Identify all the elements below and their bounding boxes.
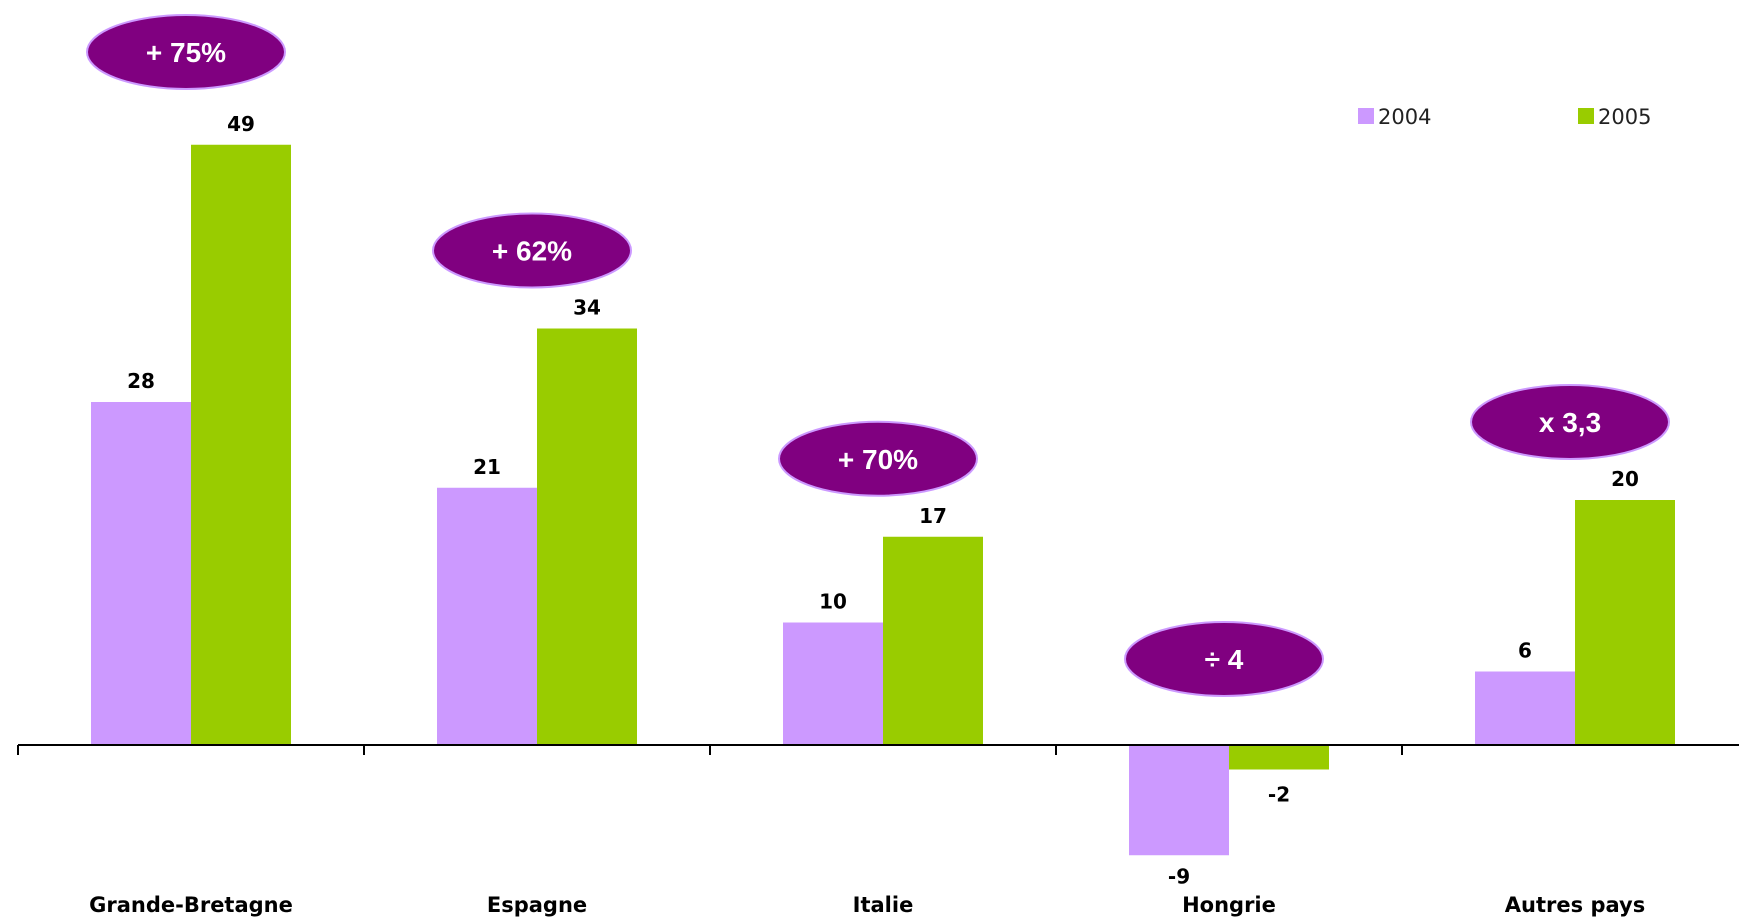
legend-label-2005: 2005	[1598, 105, 1651, 129]
bar-2004-grande-bretagne	[91, 402, 191, 745]
growth-badge-label: + 75%	[146, 37, 226, 68]
value-label: 21	[473, 455, 501, 479]
value-label: 10	[819, 590, 847, 614]
category-label: Hongrie	[1182, 893, 1276, 917]
growth-badge-label: + 62%	[492, 236, 572, 267]
growth-badge	[1470, 384, 1670, 460]
growth-badge-label: ÷ 4	[1205, 644, 1244, 675]
value-label: -2	[1268, 783, 1290, 807]
value-label: 17	[919, 504, 947, 528]
x-axis	[17, 744, 1739, 755]
bar-2005-hongrie	[1229, 745, 1329, 770]
legend-label-2004: 2004	[1378, 105, 1431, 129]
bar-2005-italie	[883, 536, 983, 745]
legend-swatch-2005	[1578, 108, 1594, 124]
value-labels-layer: 28 49 21 34 10 17 -9 -2 6 20	[127, 112, 1639, 889]
category-labels-layer: Grande-Bretagne Espagne Italie Hongrie Autre…	[89, 893, 1645, 917]
bar-2005-espagne	[537, 328, 637, 745]
bar-2005-grande-bretagne	[191, 144, 291, 745]
bar-2005-autres-pays	[1575, 500, 1675, 745]
growth-badge	[1124, 621, 1324, 697]
bar-2004-hongrie	[1129, 745, 1229, 856]
value-label: 34	[573, 296, 601, 320]
legend-swatch-2004	[1358, 108, 1374, 124]
bars-layer	[91, 144, 1675, 856]
category-label: Italie	[853, 893, 914, 917]
legend: 2004 2005	[1358, 105, 1651, 129]
value-label: 28	[127, 369, 155, 393]
bar-2004-espagne	[437, 487, 537, 745]
value-label: 49	[227, 112, 255, 136]
growth-badge	[432, 212, 632, 289]
growth-badge	[778, 420, 978, 497]
bar-2004-autres-pays	[1475, 671, 1575, 745]
category-label: Autres pays	[1505, 893, 1645, 917]
category-label: Espagne	[487, 893, 587, 917]
bar-2004-italie	[783, 622, 883, 745]
growth-badge-label: + 70%	[838, 444, 918, 475]
value-label: 20	[1611, 467, 1639, 491]
value-label: 6	[1518, 639, 1532, 663]
value-label: -9	[1168, 864, 1190, 888]
growth-badges-layer: + 75% + 62% + 70% ÷ 4 x 3,3	[86, 14, 1670, 697]
growth-badge-label: x 3,3	[1539, 407, 1601, 438]
category-label: Grande-Bretagne	[89, 893, 293, 917]
growth-badge	[86, 14, 286, 90]
